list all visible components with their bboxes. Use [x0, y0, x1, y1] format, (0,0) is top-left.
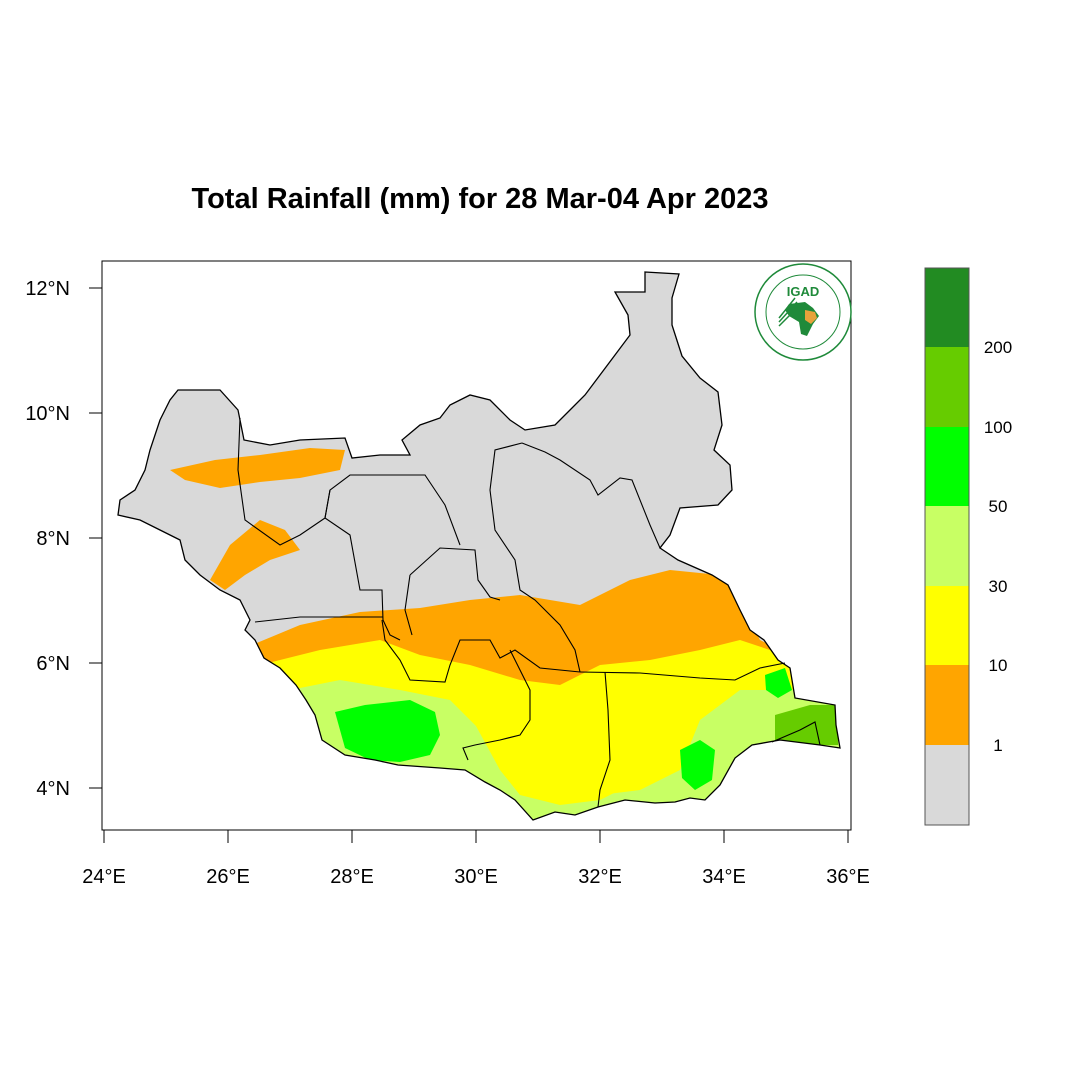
- legend-swatch-10-30: [925, 586, 969, 665]
- rain-band-50-100-far-east: [765, 668, 792, 698]
- rain-band-100-200: [775, 705, 838, 745]
- rainfall-field: [118, 272, 840, 820]
- logo-stripes: [778, 297, 800, 327]
- country-outline: [117, 271, 841, 821]
- y-tick-label: 8°N: [36, 528, 70, 550]
- logo-text: IGAD: [787, 284, 820, 299]
- legend-label: 10: [989, 656, 1008, 675]
- y-tick-label: 12°N: [25, 278, 70, 300]
- y-tick-label: 10°N: [25, 403, 70, 425]
- rain-band-50-100-east: [680, 740, 715, 790]
- x-tick-label: 30°E: [454, 866, 498, 888]
- color-legend: 1 10 30 50 100 200: [924, 267, 1012, 826]
- legend-swatch-30-50: [925, 506, 969, 586]
- rain-band-1-10-north-west: [210, 520, 300, 590]
- x-tick-label: 34°E: [702, 866, 746, 888]
- legend-swatch-50-100: [925, 427, 969, 506]
- y-axis: 12°N 10°N 8°N 6°N 4°N: [25, 278, 103, 800]
- x-tick-label: 26°E: [206, 866, 250, 888]
- legend-swatch-1-10: [925, 665, 969, 745]
- legend-label: 30: [989, 577, 1008, 596]
- rain-band-1-10-north: [170, 448, 345, 488]
- legend-label: 1: [993, 736, 1002, 755]
- x-tick-label: 24°E: [82, 866, 126, 888]
- legend-label: 100: [984, 418, 1012, 437]
- legend-label: 200: [984, 338, 1012, 357]
- legend-swatch-100-200: [925, 347, 969, 427]
- x-tick-label: 28°E: [330, 866, 374, 888]
- x-axis: 24°E 26°E 28°E 30°E 32°E 34°E 36°E: [82, 829, 870, 888]
- rain-band-10-30-south: [470, 705, 660, 805]
- page-title: Total Rainfall (mm) for 28 Mar-04 Apr 20…: [191, 183, 769, 215]
- legend-swatch-above-200: [925, 268, 969, 347]
- rain-band-50-100-west: [335, 700, 440, 762]
- legend-swatch-below-1: [925, 745, 969, 825]
- legend-frame: [924, 267, 970, 826]
- y-tick-label: 4°N: [36, 778, 70, 800]
- igad-region-icon: [805, 310, 817, 324]
- state-boundaries: [237, 417, 821, 808]
- igad-logo: IGAD: [754, 263, 852, 361]
- legend-label: 50: [989, 497, 1008, 516]
- x-tick-label: 32°E: [578, 866, 622, 888]
- y-tick-label: 6°N: [36, 653, 70, 675]
- x-tick-label: 36°E: [826, 866, 870, 888]
